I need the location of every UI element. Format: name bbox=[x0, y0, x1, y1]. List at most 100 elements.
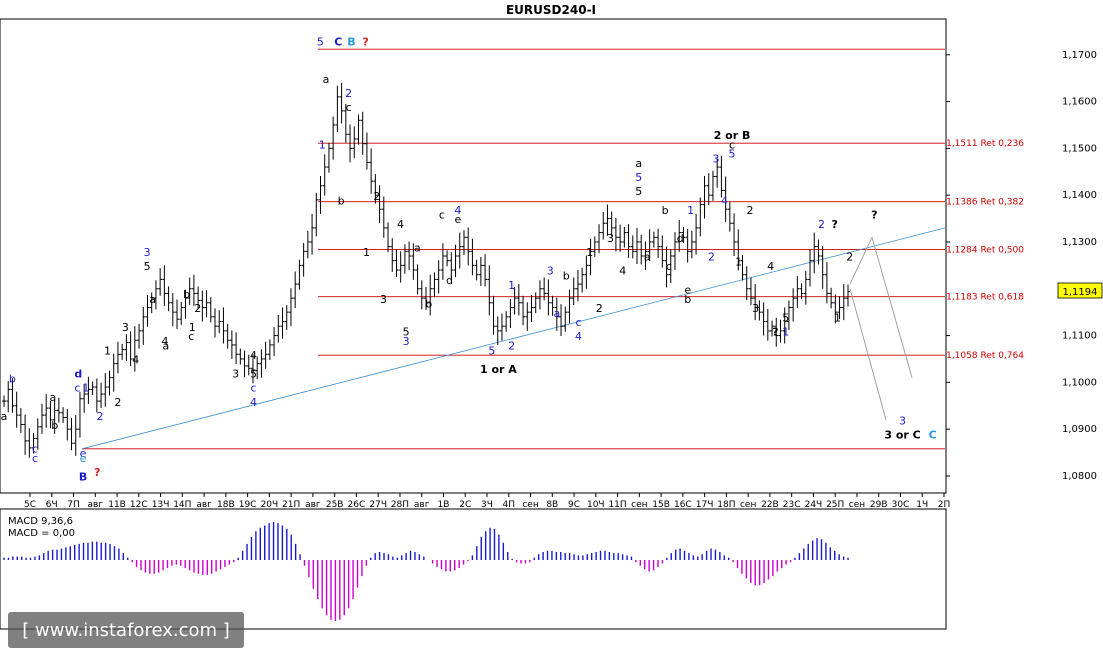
wave-label: C bbox=[929, 429, 937, 442]
wave-label: 2 bbox=[746, 204, 753, 217]
x-tick-label: 21П bbox=[282, 500, 300, 510]
projection-line bbox=[849, 288, 887, 420]
wave-label: 1 bbox=[319, 138, 326, 151]
wave-label: 5 bbox=[317, 35, 324, 48]
macd-histogram bbox=[3, 522, 849, 621]
wave-label: 4 bbox=[767, 260, 774, 273]
wave-label: 5 bbox=[729, 148, 736, 161]
trendline-layer bbox=[81, 227, 946, 450]
x-tick-label: 13Ч bbox=[152, 500, 170, 510]
wave-label: 5 bbox=[403, 326, 410, 339]
wave-label: a bbox=[553, 307, 560, 320]
wave-label: B bbox=[347, 35, 355, 48]
x-tick-label: авг bbox=[305, 500, 321, 510]
x-tick-label: 18П bbox=[717, 500, 735, 510]
wave-label: 3 bbox=[380, 293, 387, 306]
x-tick-label: 11П bbox=[608, 500, 626, 510]
x-tick-label: 12С bbox=[130, 500, 148, 510]
wave-label: 4 bbox=[454, 204, 461, 217]
wave-label: c bbox=[32, 443, 38, 456]
wave-label: 5 bbox=[635, 171, 642, 184]
wave-label: e bbox=[684, 283, 691, 296]
x-tick-label: 23С bbox=[783, 500, 801, 510]
wave-label: d bbox=[446, 274, 453, 287]
x-tick-label: 2С bbox=[459, 500, 471, 510]
wave-label: 2 bbox=[96, 410, 103, 423]
x-tick-label: 7П bbox=[67, 500, 80, 510]
wave-label: a bbox=[163, 340, 170, 353]
wave-label: 4 bbox=[721, 195, 728, 208]
trendline bbox=[81, 227, 946, 450]
level-label: 1,1284 Ret 0,500 bbox=[946, 245, 1024, 255]
y-tick-label: 1,0900 bbox=[1062, 424, 1097, 435]
wave-label: 2 bbox=[114, 396, 121, 409]
wave-label: a bbox=[149, 293, 156, 306]
x-tick-label: авг bbox=[88, 500, 104, 510]
wave-label: 3 bbox=[713, 152, 720, 165]
wave-label: b bbox=[425, 297, 432, 310]
y-tick-label: 1,0800 bbox=[1062, 471, 1097, 482]
wave-label: 3 bbox=[122, 321, 129, 334]
wave-label: 2 or B bbox=[714, 129, 751, 142]
wave-label: b bbox=[9, 372, 16, 385]
x-tick-label: 30С bbox=[892, 500, 910, 510]
wave-label: c bbox=[188, 330, 194, 343]
wave-label: e bbox=[80, 452, 87, 465]
macd-label: MACD 9,36,6 bbox=[8, 516, 73, 527]
y-tick-label: 1,1400 bbox=[1062, 190, 1097, 201]
x-tick-label: 1В bbox=[438, 500, 450, 510]
wave-label: 1 bbox=[782, 326, 789, 339]
x-tick-label: 10Ч bbox=[587, 500, 605, 510]
y-tick-label: 1,1500 bbox=[1062, 143, 1097, 154]
level-label: 1,1183 Ret 0,618 bbox=[946, 293, 1024, 303]
wave-label: 1 bbox=[834, 312, 841, 325]
projection-line bbox=[871, 237, 913, 378]
wave-label: 2 bbox=[194, 302, 201, 315]
x-tick-label: 29В bbox=[870, 500, 888, 510]
x-tick-label: 16С bbox=[674, 500, 692, 510]
wave-label: 3 or C bbox=[884, 429, 920, 442]
x-tick-label: 4П bbox=[503, 500, 516, 510]
wave-label: a bbox=[1, 410, 8, 423]
watermark-background bbox=[8, 612, 244, 648]
x-tick-label: сен bbox=[740, 500, 756, 510]
x-tick-label: 25П bbox=[826, 500, 844, 510]
wave-label: 4 bbox=[250, 396, 257, 409]
wave-label: 5 bbox=[488, 344, 495, 357]
x-tick-label: 1Ч bbox=[916, 500, 928, 510]
wave-label: 2 bbox=[345, 87, 352, 100]
wave-label: 3 bbox=[899, 414, 906, 427]
y-tick-label: 1,1600 bbox=[1062, 97, 1097, 108]
x-tick-label: 22В bbox=[761, 500, 779, 510]
wave-label: 1 bbox=[363, 246, 370, 259]
y-tick-label: 1,1700 bbox=[1062, 50, 1097, 61]
wave-label: ? bbox=[871, 209, 877, 222]
wave-label: c bbox=[32, 452, 38, 465]
level-label: 1,1058 Ret 0,764 bbox=[946, 351, 1024, 361]
wave-label: c bbox=[575, 316, 581, 329]
wave-label: 4 bbox=[250, 349, 257, 362]
wave-label: ? bbox=[362, 35, 368, 48]
wave-label: C bbox=[334, 35, 342, 48]
y-tick-label: 1,1300 bbox=[1062, 237, 1097, 248]
wave-label: b bbox=[662, 204, 669, 217]
wave-label: 2 bbox=[846, 251, 853, 264]
wave-label: c bbox=[729, 138, 735, 151]
x-tick-label: сен bbox=[522, 500, 538, 510]
time-axis: 5C 6Ч 7П авг 11В 12С 13Ч 14П авг 18В 19С 20Ч 21П авг 2… bbox=[24, 493, 950, 510]
wave-label: 4 bbox=[575, 330, 582, 343]
level-label: 1,1511 Ret 0,236 bbox=[946, 139, 1024, 149]
wave-label: b bbox=[51, 419, 58, 432]
wave-label: 5 bbox=[782, 312, 789, 325]
x-tick-label: 20Ч bbox=[261, 500, 279, 510]
wave-label: ? bbox=[772, 326, 778, 339]
wave-label: 4 bbox=[397, 218, 404, 231]
wave-label: 3 bbox=[232, 368, 239, 381]
wave-label: 4 bbox=[619, 265, 626, 278]
wave-label: 2 bbox=[508, 340, 515, 353]
wave-label: c bbox=[250, 382, 256, 395]
wave-label: b bbox=[338, 195, 345, 208]
